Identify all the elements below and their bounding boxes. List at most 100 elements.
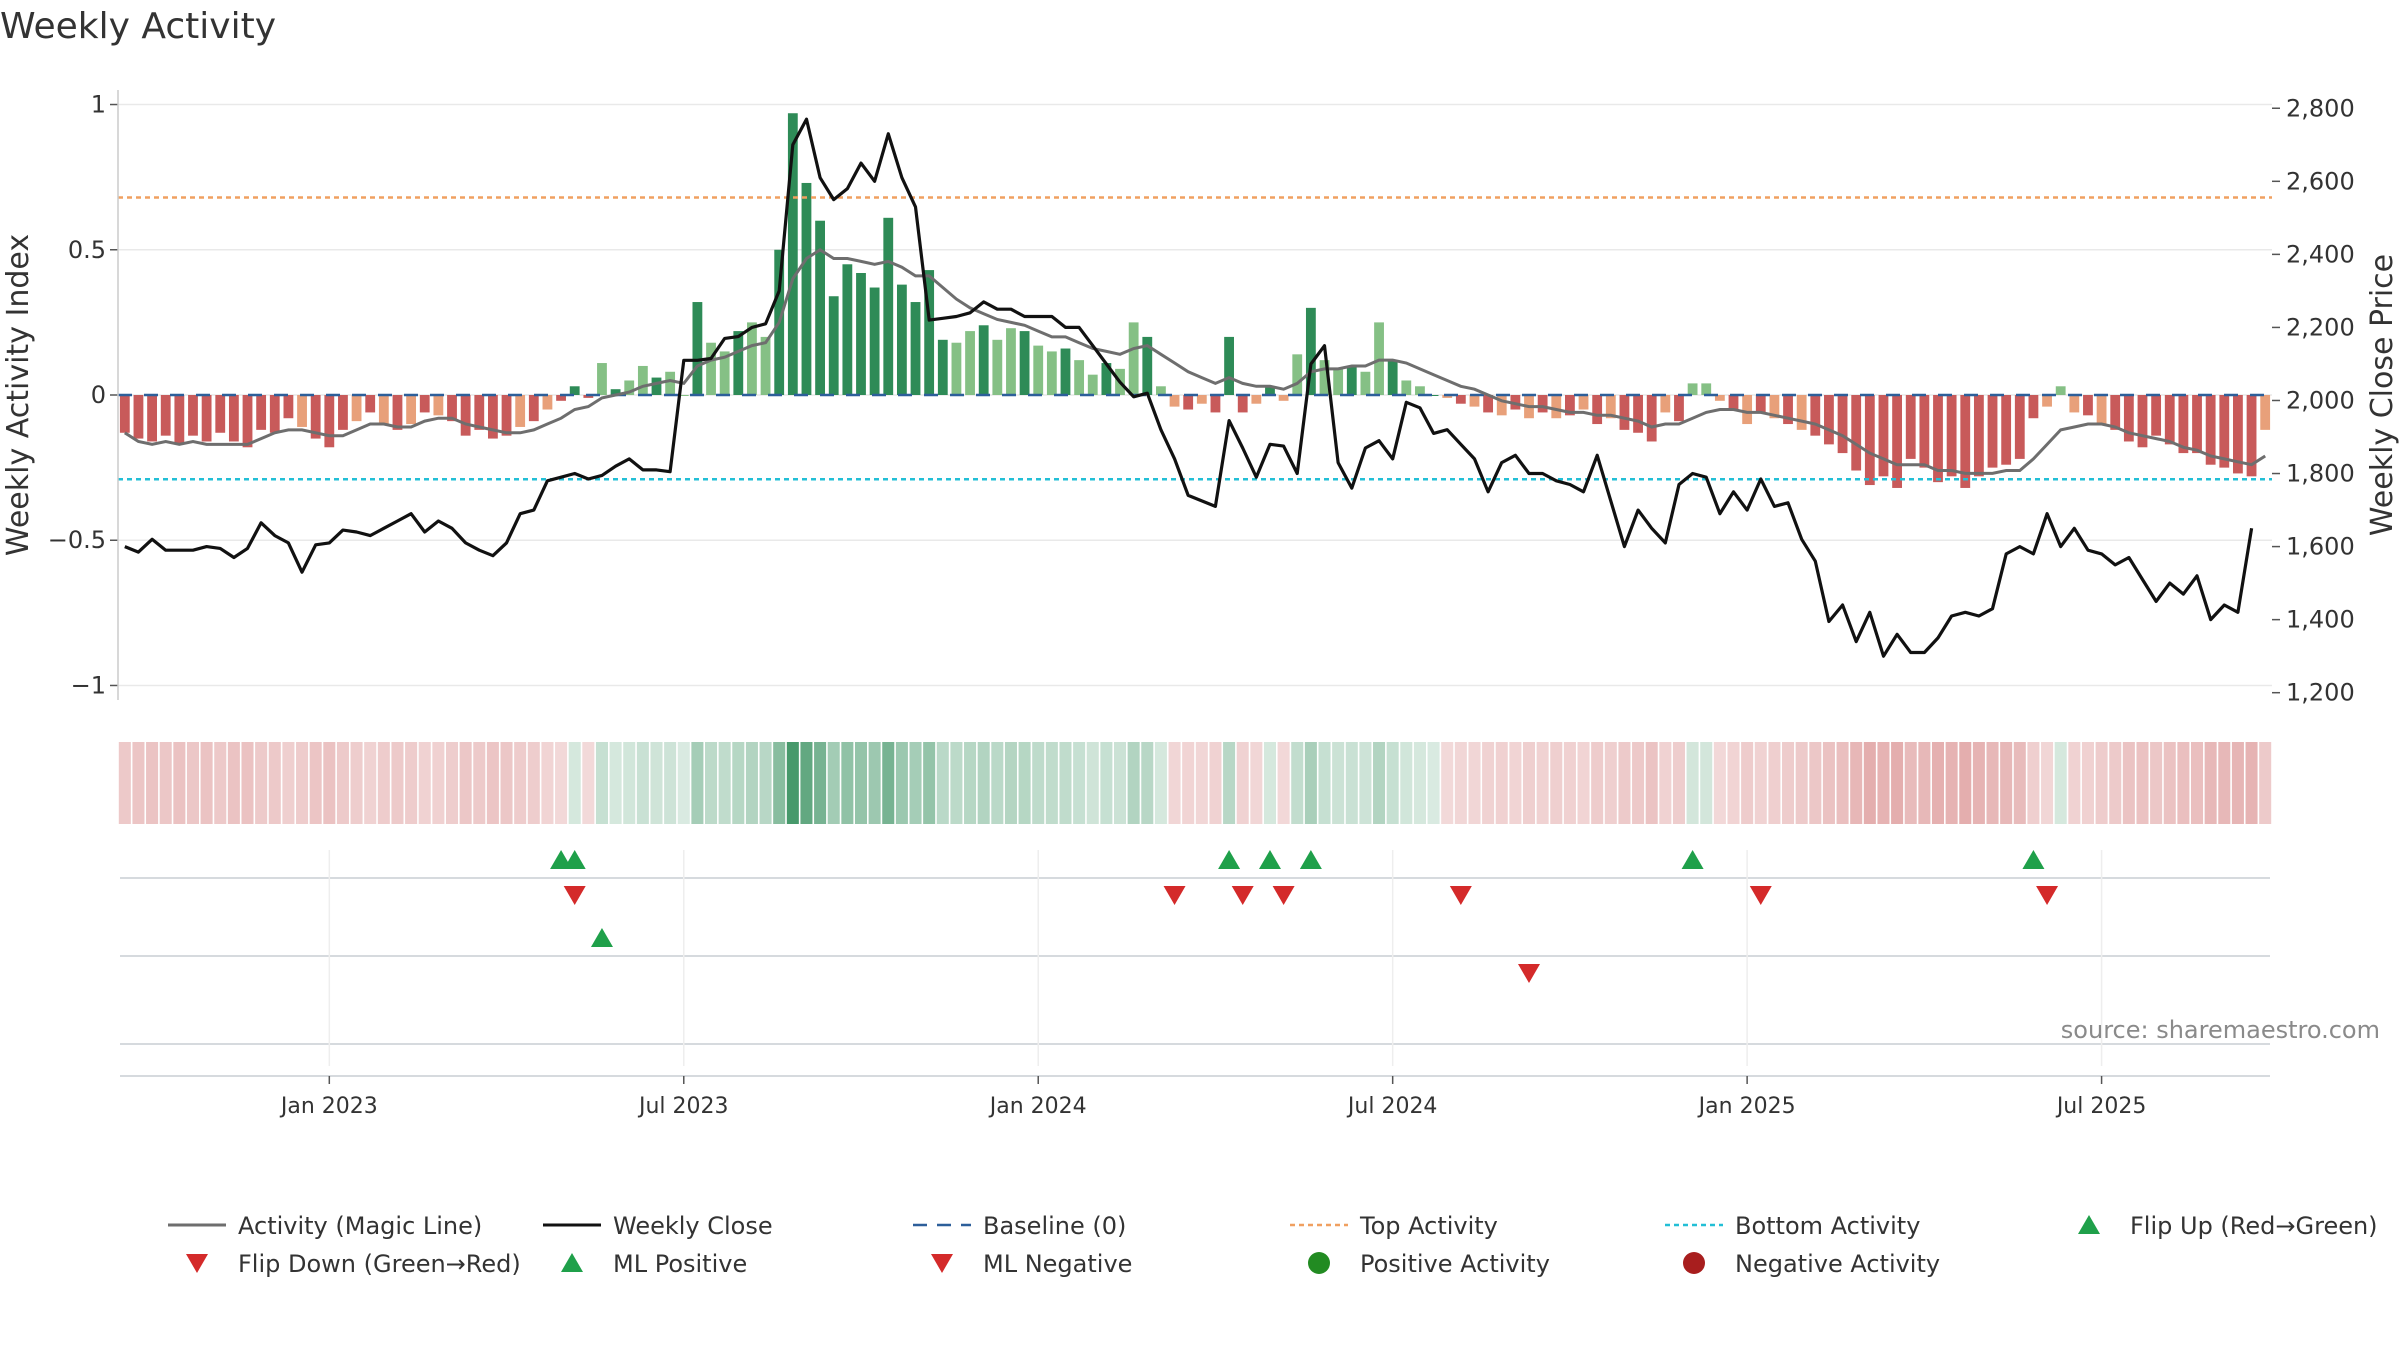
activity-bar [542,395,553,410]
activity-strip-cell [1168,742,1181,824]
activity-bar [1742,395,1753,425]
activity-bar [896,284,907,395]
activity-strip-cell [773,742,786,824]
activity-strip-cell [841,742,854,824]
activity-strip-cell [159,742,172,824]
activity-bar [324,395,335,448]
left-tick-label: 0 [91,381,106,409]
activity-bar [965,331,975,395]
activity-strip-cell [1209,742,1222,824]
activity-strip-cell [1945,742,1958,824]
activity-bar [269,395,280,433]
activity-bar [842,264,853,395]
activity-bar [1960,395,1971,488]
activity-bar [1660,395,1671,413]
activity-strip-cell [582,742,595,824]
activity-strip-cell [1086,742,1099,824]
activity-strip-cell [609,742,622,824]
activity-bar [924,270,935,395]
activity-bar [2042,395,2052,407]
activity-bar [460,395,471,436]
activity-bar [692,302,703,395]
activity-strip-cell [364,742,377,824]
activity-strip-cell [1454,742,1467,824]
activity-strip-cell [1918,742,1931,824]
x-tick-label: Jul 2025 [2055,1094,2147,1119]
activity-strip-cell [2054,742,2067,824]
flip-up-marker [1681,850,1704,869]
activity-bar [1551,395,1562,419]
activity-heat-strip [118,742,2272,824]
activity-bar [174,395,185,445]
activity-strip-cell [1114,742,1127,824]
activity-bar [733,331,744,395]
activity-strip-cell [636,742,649,824]
activity-strip-cell [895,742,908,824]
activity-bar [1933,395,1943,483]
flip-down-marker [1163,886,1186,905]
activity-strip-cell [432,742,445,824]
activity-bar [1755,395,1766,413]
activity-strip-cell [1986,742,1999,824]
activity-strip-cell [500,742,513,824]
activity-strip-cell [732,742,745,824]
activity-strip-cell [1659,742,1672,824]
activity-bar [651,377,662,395]
activity-strip-cell [650,742,663,824]
activity-bar [1142,336,1153,395]
right-tick-label: 2,800 [2286,94,2355,122]
legend-marker-negative-dot [1683,1252,1705,1274]
flip-up-marker [563,850,586,869]
activity-bar [2055,386,2066,395]
activity-bar [351,395,362,422]
activity-bar [2151,395,2162,436]
activity-strip-cell [1672,742,1685,824]
activity-bar [1251,395,1262,404]
activity-strip-cell [309,742,322,824]
activity-strip-cell [1891,742,1904,824]
series-lines [123,117,2267,658]
activity-bar [2028,395,2039,419]
activity-strip-cell [200,742,213,824]
activity-strip-cell [1018,742,1031,824]
activity-bar [597,363,607,395]
activity-strip-cell [146,742,159,824]
activity-bar [1046,351,1057,395]
activity-bar [1401,380,1412,395]
activity-bar [133,395,144,439]
activity-strip-cell [1931,742,1945,824]
right-tick-label: 1,800 [2286,460,2355,488]
activity-bar [1087,374,1098,395]
activity-bar [883,217,894,395]
activity-bar [1605,395,1616,419]
activity-strip-cell [2095,742,2108,824]
activity-bar [1919,395,1930,468]
activity-strip-cell [1073,742,1086,824]
activity-bar [283,395,294,419]
legend-label: Positive Activity [1360,1250,1550,1278]
activity-strip-cell [1373,742,1386,824]
activity-strip-cell [1754,742,1767,824]
activity-strip-cell [1182,742,1195,824]
activity-bar [1346,365,1357,395]
activity-strip-cell [1441,742,1454,824]
activity-strip-cell [827,742,840,824]
activity-strip-cell [1577,742,1590,824]
activity-strip-cell [2136,742,2149,824]
activity-strip-cell [1850,742,1863,824]
activity-bar [1292,354,1303,395]
activity-bar [569,386,580,395]
activity-strip-cell [2163,742,2176,824]
activity-bar [815,220,826,395]
activity-bar [1564,395,1575,416]
activity-strip-cell [241,742,254,824]
right-tick-label: 1,200 [2286,679,2355,707]
ml-negative-marker [1518,964,1541,983]
activity-bar [1851,395,1862,471]
activity-bar [310,395,321,439]
activity-strip-cell [1332,742,1345,824]
chart-title: Weekly Activity [0,6,276,47]
activity-bar [1415,386,1425,395]
activity-strip-cell [786,742,799,824]
activity-bar [1987,395,1998,468]
